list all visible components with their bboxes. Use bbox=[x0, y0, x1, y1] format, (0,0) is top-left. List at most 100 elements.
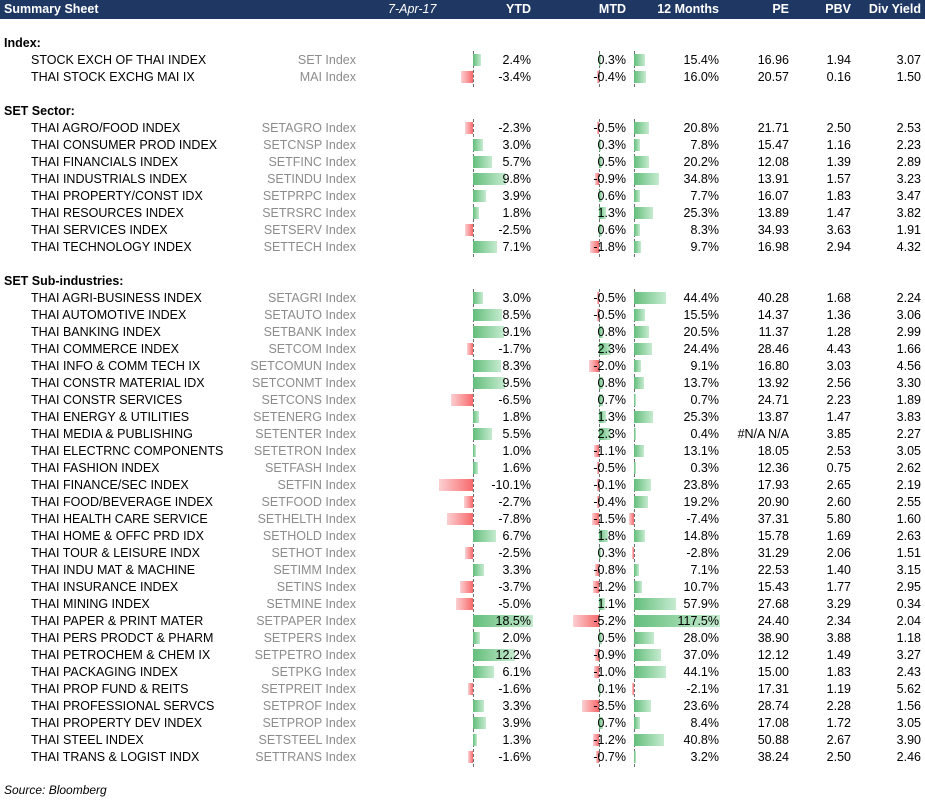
div-yield-value: 1.89 bbox=[896, 393, 921, 407]
div-yield-value: 2.53 bbox=[896, 121, 921, 135]
ytd-bar bbox=[461, 71, 473, 83]
pe-value: 22.53 bbox=[757, 563, 789, 577]
ytd-value: 2.0% bbox=[502, 631, 532, 645]
source-note: Source: Bloomberg bbox=[4, 783, 107, 797]
table-row: THAI ELECTRNC COMPONENTS SETETRON Index 1.… bbox=[0, 442, 925, 459]
mtd-value: -1.2% bbox=[593, 733, 626, 747]
ticker-label: SETPRPC Index bbox=[262, 189, 356, 203]
pe-value: 13.87 bbox=[757, 410, 789, 424]
pe-value: 16.80 bbox=[757, 359, 789, 373]
index-name: THAI ENERGY & UTILITIES bbox=[31, 410, 190, 424]
index-name: THAI AGRO/FOOD INDEX bbox=[31, 121, 181, 135]
pbv-value: 3.88 bbox=[826, 631, 851, 645]
pe-value: 17.08 bbox=[757, 716, 789, 730]
ticker-label: SETAGRO Index bbox=[261, 121, 356, 135]
mtd-value: -0.4% bbox=[593, 495, 626, 509]
index-name: THAI FASHION INDEX bbox=[31, 461, 160, 475]
pbv-value: 2.60 bbox=[826, 495, 851, 509]
ytd-value: 7.1% bbox=[502, 240, 532, 254]
report-date: 7-Apr-17 bbox=[388, 2, 437, 16]
mtd-value: -0.9% bbox=[593, 648, 626, 662]
pe-value: 40.28 bbox=[757, 291, 789, 305]
mtd-bar bbox=[599, 394, 603, 406]
pbv-value: 0.75 bbox=[826, 461, 851, 475]
div-yield-value: 2.46 bbox=[896, 750, 921, 764]
pbv-value: 3.03 bbox=[826, 359, 851, 373]
pbv-value: 2.06 bbox=[826, 546, 851, 560]
div-yield-value: 3.05 bbox=[896, 716, 921, 730]
index-name: THAI COMMERCE INDEX bbox=[31, 342, 179, 356]
index-name: THAI MEDIA & PUBLISHING bbox=[31, 427, 193, 441]
mtd-value: 0.7% bbox=[597, 716, 627, 730]
pe-value: 31.29 bbox=[757, 546, 789, 560]
pe-value: 17.31 bbox=[757, 682, 789, 696]
pe-value: 15.47 bbox=[757, 138, 789, 152]
div-yield-value: 1.60 bbox=[896, 512, 921, 526]
ytd-value: 8.3% bbox=[502, 359, 532, 373]
div-yield-value: 4.32 bbox=[896, 240, 921, 254]
ytd-value: 2.4% bbox=[502, 53, 532, 67]
table-row: THAI PROPERTY/CONST IDX SETPRPC Index 3.9%… bbox=[0, 187, 925, 204]
ytd-bar bbox=[473, 615, 533, 627]
pbv-value: 1.49 bbox=[826, 648, 851, 662]
pe-value: 12.12 bbox=[757, 648, 789, 662]
ytd-bar bbox=[473, 360, 502, 372]
index-name: THAI AGRI-BUSINESS INDEX bbox=[31, 291, 202, 305]
section-title: Index: bbox=[4, 36, 41, 50]
table-row: THAI HEALTH CARE SERVICE SETHELTH Index -7… bbox=[0, 510, 925, 527]
ytd-value: 3.0% bbox=[502, 291, 532, 305]
mtd-bar bbox=[599, 598, 605, 610]
div-yield-value: 5.62 bbox=[896, 682, 921, 696]
col-header-pbv: PBV bbox=[825, 2, 851, 16]
ytd-value: 18.5% bbox=[495, 614, 531, 628]
twelve-month-value: 14.8% bbox=[683, 529, 719, 543]
ytd-value: 5.5% bbox=[502, 427, 532, 441]
pe-value: 13.91 bbox=[757, 172, 789, 186]
pe-value: 15.78 bbox=[757, 529, 789, 543]
mtd-bar bbox=[599, 683, 601, 695]
ytd-bar bbox=[473, 649, 515, 661]
ytd-bar bbox=[473, 445, 477, 457]
table-row: THAI PROPERTY DEV INDEX SETPROP Index 3.9%… bbox=[0, 714, 925, 731]
index-name: THAI INDU MAT & MACHINE bbox=[31, 563, 196, 577]
twelve-month-bar bbox=[634, 564, 640, 576]
ticker-label: SETAUTO Index bbox=[264, 308, 356, 322]
table-row: THAI STOCK EXCHG MAI IX MAI Index -3.4% -0.… bbox=[0, 68, 925, 85]
ytd-bar bbox=[473, 632, 480, 644]
ytd-bar bbox=[467, 343, 473, 355]
index-name: THAI PAPER & PRINT MATER bbox=[31, 614, 204, 628]
index-name: THAI BANKING INDEX bbox=[31, 325, 161, 339]
pe-value: 50.88 bbox=[757, 733, 789, 747]
index-name: THAI CONSUMER PROD INDEX bbox=[31, 138, 218, 152]
ticker-label: SETHOT Index bbox=[271, 546, 356, 560]
ytd-bar bbox=[460, 581, 473, 593]
twelve-month-bar bbox=[634, 445, 644, 457]
index-name: THAI PACKAGING INDEX bbox=[31, 665, 179, 679]
mtd-value: -3.5% bbox=[593, 699, 626, 713]
twelve-month-bar bbox=[634, 462, 636, 474]
twelve-month-value: 20.2% bbox=[683, 155, 719, 169]
twelve-month-value: 10.7% bbox=[683, 580, 719, 594]
table-row: THAI INSURANCE INDEX SETINS Index -3.7% -1.… bbox=[0, 578, 925, 595]
mtd-bar bbox=[581, 700, 599, 712]
pbv-value: 2.65 bbox=[826, 478, 851, 492]
mtd-bar bbox=[593, 581, 599, 593]
pe-value: 16.96 bbox=[757, 53, 789, 67]
mtd-bar bbox=[597, 496, 599, 508]
mtd-bar bbox=[589, 360, 599, 372]
ticker-label: SETINS Index bbox=[276, 580, 356, 594]
mtd-value: 0.3% bbox=[597, 53, 627, 67]
twelve-month-value: 7.1% bbox=[690, 563, 720, 577]
table-row: THAI BANKING INDEX SETBANK Index 9.1% 0.8% 2… bbox=[0, 323, 925, 340]
twelve-month-bar bbox=[634, 326, 649, 338]
twelve-month-bar bbox=[628, 513, 634, 525]
mtd-value: 0.5% bbox=[597, 631, 627, 645]
pbv-value: 2.50 bbox=[826, 750, 851, 764]
div-yield-value: 4.56 bbox=[896, 359, 921, 373]
ytd-value: -1.6% bbox=[498, 682, 531, 696]
index-name: THAI FINANCE/SEC INDEX bbox=[31, 478, 189, 492]
mtd-value: -0.5% bbox=[593, 291, 626, 305]
twelve-month-bar bbox=[634, 360, 641, 372]
twelve-month-value: 0.7% bbox=[690, 393, 720, 407]
pbv-value: 2.28 bbox=[826, 699, 851, 713]
